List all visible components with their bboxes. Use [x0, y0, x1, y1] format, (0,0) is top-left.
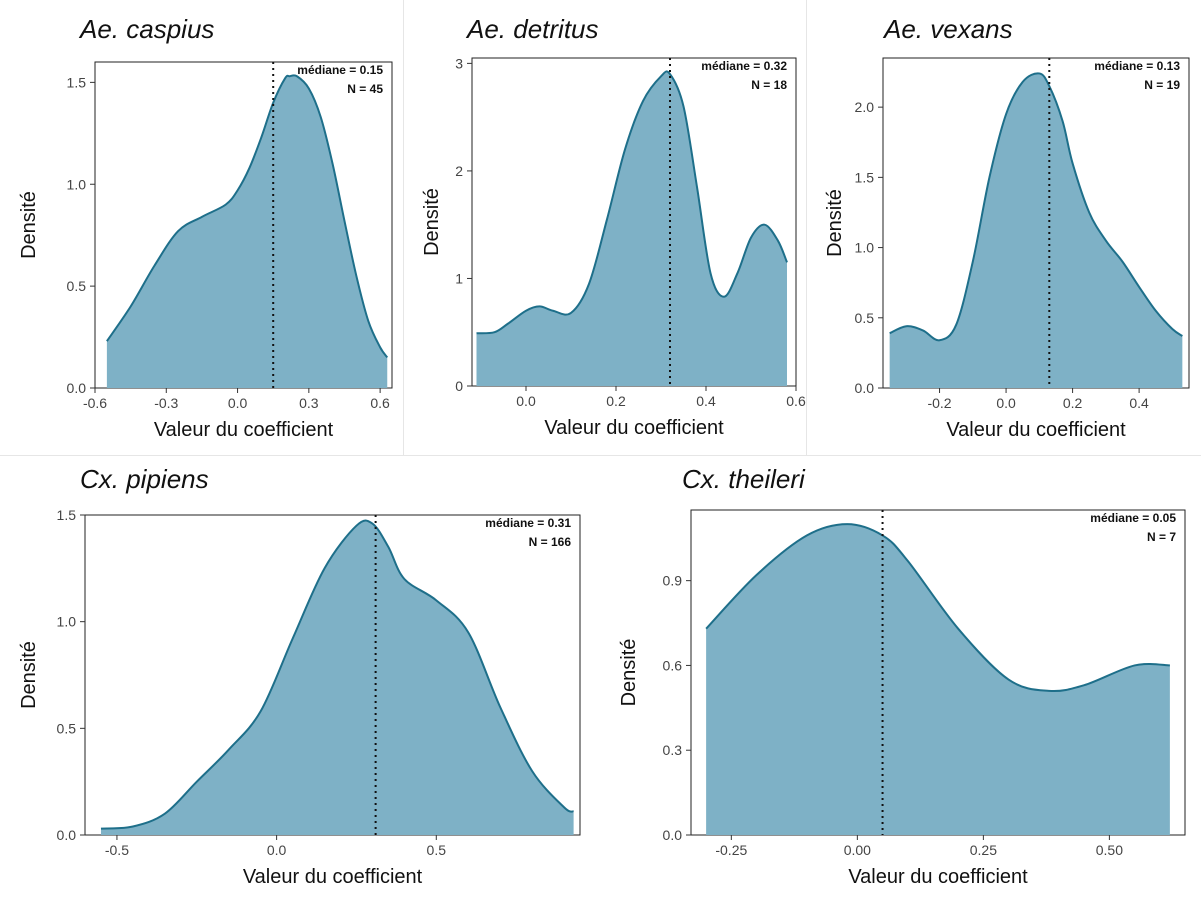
x-axis-label: Valeur du coefficient	[848, 866, 1028, 888]
chart-panel: Cx. theileri médiane = 0.05 N = 7 -0.25 0.0…	[600, 457, 1201, 897]
density-line	[705, 523, 1170, 693]
y-tick-label: 3	[455, 55, 463, 71]
chart-title: Ae. caspius	[80, 14, 215, 44]
y-tick-label: 1.5	[57, 507, 77, 523]
density-area	[476, 71, 787, 386]
chart-title: Cx. pipiens	[80, 464, 209, 494]
median-annotation: médiane = 0.31	[485, 516, 571, 530]
density-chart: médiane = 0.32 N = 18 0.0 0.2 0.4 0.6 0 1 2 3 Vale…	[421, 55, 806, 439]
y-tick-label: 1.5	[855, 169, 875, 185]
y-tick-label: 1.0	[67, 176, 87, 192]
x-tick-label: -0.25	[715, 842, 747, 858]
chart-panel: Cx. pipiens médiane = 0.31 N = 166 -0.5 0.0…	[0, 457, 600, 897]
x-tick-label: -0.3	[154, 395, 178, 411]
density-chart: médiane = 0.13 N = 19 -0.2 0.0 0.2 0.4 0.0 0.5 1…	[824, 57, 1190, 441]
y-tick-label: 2.0	[855, 99, 875, 115]
density-line	[476, 70, 788, 335]
density-chart: médiane = 0.05 N = 7 -0.25 0.00 0.25 0.50 0.0 0…	[618, 509, 1186, 888]
density-chart: médiane = 0.31 N = 166 -0.5 0.0 0.5 0.0 0.5 1.0…	[18, 507, 581, 888]
panel-separator	[0, 455, 1201, 456]
density-chart: médiane = 0.15 N = 45 -0.6 -0.3 0.0 0.3 0.6 0.0…	[18, 61, 393, 441]
x-axis-label: Valeur du coefficient	[946, 419, 1126, 441]
x-tick-label: 0.50	[1096, 842, 1123, 858]
x-tick-label: -0.5	[105, 842, 129, 858]
x-tick-label: 0.0	[516, 393, 536, 409]
y-tick-label: 0.5	[57, 720, 77, 736]
y-tick-label: 1.0	[855, 240, 875, 256]
density-area	[106, 75, 388, 389]
median-annotation: médiane = 0.32	[701, 59, 787, 73]
count-annotation: N = 18	[751, 78, 787, 92]
y-tick-label: 0.0	[67, 380, 87, 396]
density-area	[706, 524, 1170, 835]
chart-panel: Ae. vexans médiane = 0.13 N = 19 -0.2 0.0 0.…	[806, 0, 1201, 455]
x-tick-label: 0.5	[427, 842, 447, 858]
panel-separator	[806, 0, 807, 455]
x-tick-label: 0.6	[786, 393, 806, 409]
y-tick-label: 1.5	[67, 74, 87, 90]
y-tick-label: 0.0	[57, 827, 77, 843]
count-annotation: N = 166	[529, 535, 572, 549]
density-area	[100, 520, 574, 835]
x-tick-label: 0.00	[844, 842, 871, 858]
x-axis-label: Valeur du coefficient	[154, 419, 334, 441]
panel-separator	[403, 0, 404, 455]
x-tick-label: 0.3	[299, 395, 319, 411]
y-axis-label: Densité	[18, 641, 40, 709]
density-line	[889, 72, 1183, 342]
count-annotation: N = 7	[1147, 530, 1176, 544]
density-line	[100, 519, 575, 830]
y-tick-label: 0.5	[855, 310, 875, 326]
chart-title: Ae. vexans	[884, 14, 1013, 44]
y-tick-label: 0.0	[855, 380, 875, 396]
y-tick-label: 0	[455, 378, 463, 394]
chart-panel: Ae. caspius médiane = 0.15 N = 45 -0.6 -0.3…	[0, 0, 400, 455]
y-axis-label: Densité	[618, 639, 640, 707]
x-axis-label: Valeur du coefficient	[243, 866, 423, 888]
x-tick-label: 0.0	[267, 842, 287, 858]
y-tick-label: 0.0	[663, 827, 683, 843]
y-tick-label: 0.9	[663, 573, 683, 589]
y-axis-label: Densité	[824, 189, 846, 257]
count-annotation: N = 19	[1144, 78, 1180, 92]
x-tick-label: 0.25	[970, 842, 997, 858]
median-annotation: médiane = 0.15	[297, 63, 383, 77]
x-tick-label: 0.0	[228, 395, 248, 411]
x-tick-label: 0.4	[1129, 395, 1149, 411]
median-annotation: médiane = 0.05	[1090, 511, 1176, 525]
count-annotation: N = 45	[347, 82, 383, 96]
x-tick-label: 0.2	[1063, 395, 1083, 411]
x-tick-label: 0.2	[606, 393, 626, 409]
x-tick-label: 0.0	[996, 395, 1016, 411]
chart-title: Ae. detritus	[467, 14, 599, 44]
density-line	[106, 74, 389, 359]
chart-panel: Ae. detritus médiane = 0.32 N = 18 0.0 0.2 0…	[403, 0, 806, 455]
chart-title: Cx. theileri	[682, 464, 805, 494]
density-area	[889, 73, 1183, 389]
y-tick-label: 1.0	[57, 614, 77, 630]
x-tick-label: -0.6	[83, 395, 107, 411]
x-axis-label: Valeur du coefficient	[544, 417, 724, 439]
x-tick-label: 0.6	[370, 395, 390, 411]
y-tick-label: 0.3	[663, 742, 683, 758]
x-tick-label: 0.4	[696, 393, 716, 409]
y-axis-label: Densité	[421, 188, 443, 256]
y-tick-label: 0.6	[663, 657, 683, 673]
y-axis-label: Densité	[18, 191, 40, 259]
y-tick-label: 0.5	[67, 278, 87, 294]
y-tick-label: 2	[455, 163, 463, 179]
y-tick-label: 1	[455, 270, 463, 286]
median-annotation: médiane = 0.13	[1094, 59, 1180, 73]
x-tick-label: -0.2	[927, 395, 951, 411]
